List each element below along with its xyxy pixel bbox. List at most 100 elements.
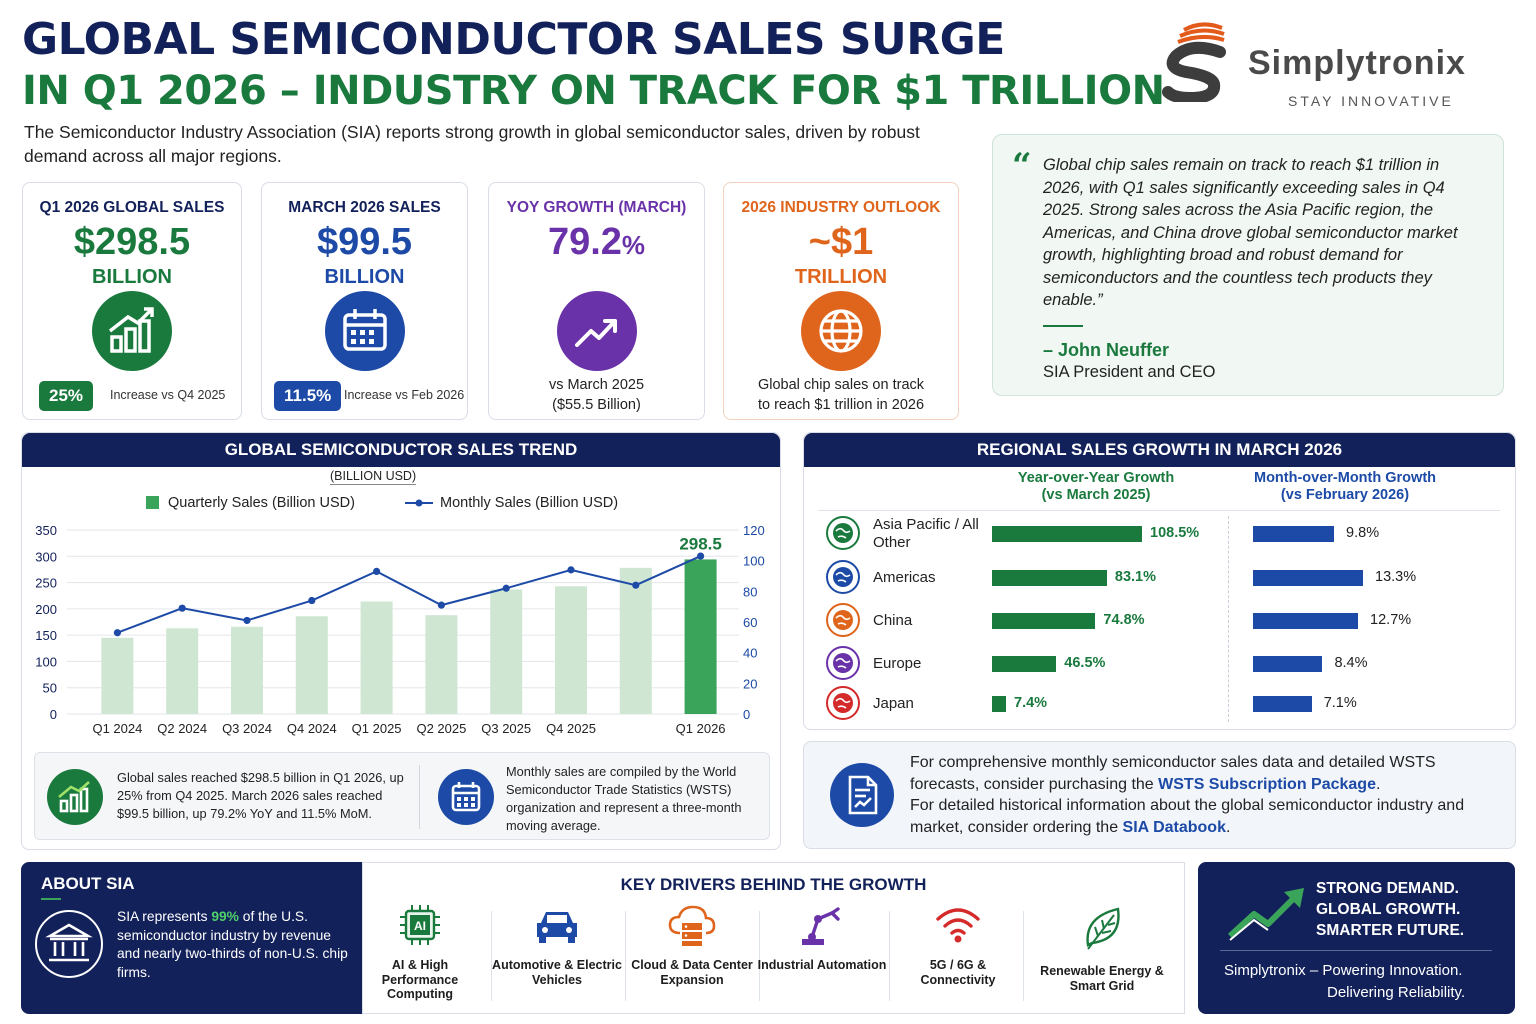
quote-divider — [1043, 325, 1083, 327]
wsts-subscription-link[interactable]: WSTS Subscription Package — [1158, 775, 1376, 793]
kpi-value-suffix: % — [621, 230, 646, 260]
calendar-icon — [324, 291, 405, 371]
kpi-note-line2: to reach $1 trillion in 2026 — [757, 397, 925, 413]
monthly-point — [113, 629, 121, 637]
quarterly-bar — [490, 589, 523, 714]
x-tick-label: Q3 2025 — [481, 721, 531, 736]
leaf-icon — [1086, 907, 1120, 950]
about-text: SIA represents 99% of the U.S. semicondu… — [117, 908, 353, 982]
svg-text:AI: AI — [414, 919, 426, 933]
kpi-value-number: 79.2 — [547, 221, 622, 263]
mom-value: 8.4% — [1334, 655, 1368, 671]
yoy-bar — [992, 696, 1006, 712]
y-tick-left: 0 — [50, 707, 57, 722]
europe-icon — [826, 646, 860, 680]
quarterly-bar — [619, 567, 652, 714]
kpi-title: Q1 2026 GLOBAL SALES — [39, 199, 225, 216]
intro-text: The Semiconductor Industry Association (… — [24, 122, 920, 166]
monthly-point — [178, 604, 186, 612]
quarterly-bar — [101, 637, 134, 714]
yoy-value: 83.1% — [1114, 569, 1156, 585]
monthly-point — [437, 601, 445, 609]
quote-author: – John Neuffer — [1043, 340, 1170, 360]
drivers-title: KEY DRIVERS BEHIND THE GROWTH — [620, 875, 927, 894]
mom-bar — [1253, 696, 1312, 712]
quarterly-bar — [360, 601, 393, 714]
bar-growth-icon — [47, 769, 103, 825]
driver-label: 5G / 6G & Connectivity — [920, 958, 996, 987]
about-text-before: SIA represents — [117, 909, 212, 924]
trend-up-icon — [556, 291, 637, 371]
mom-column-header: Month-over-Month Growth (vs February 202… — [1240, 470, 1450, 504]
y-tick-right: 0 — [743, 707, 750, 722]
regional-column-divider — [1228, 516, 1229, 722]
driver-cloud: Cloud & Data Center Expansion — [627, 903, 757, 987]
mom-value: 7.1% — [1323, 695, 1357, 711]
driver-ai: AI AI & High Performance Computing — [355, 903, 485, 1002]
calendar-icon — [438, 769, 494, 825]
y-tick-left: 300 — [35, 549, 57, 564]
legend-label-quarterly: Quarterly Sales (Billion USD) — [168, 495, 355, 511]
x-tick-label: Q3 2024 — [222, 721, 272, 736]
legend-label-monthly: Monthly Sales (Billion USD) — [440, 495, 619, 511]
regional-growth-panel: REGIONAL SALES GROWTH IN MARCH 2026 — [803, 432, 1516, 730]
mom-bar — [1253, 570, 1363, 586]
kpi-note-line1: Global chip sales on track — [757, 377, 925, 393]
driver-label: Cloud & Data Center Expansion — [631, 958, 753, 987]
about-title: ABOUT SIA — [41, 874, 135, 893]
key-drivers-panel: KEY DRIVERS BEHIND THE GROWTH AI AI & Hi… — [362, 862, 1185, 1014]
yoy-bar — [992, 570, 1107, 586]
monthly-point — [632, 581, 640, 589]
yoy-header-line1: Year-over-Year Growth — [1017, 470, 1175, 486]
closing-panel: STRONG DEMAND. GLOBAL GROWTH. SMARTER FU… — [1198, 862, 1515, 1014]
kpi-badge-note: Increase vs Feb 2026 — [344, 388, 465, 402]
yoy-value: 7.4% — [1014, 695, 1048, 711]
mom-header-line1: Month-over-Month Growth — [1253, 470, 1436, 486]
driver-divider — [1023, 911, 1024, 1001]
legend-swatch-monthly — [405, 499, 433, 507]
globe-icon — [826, 516, 860, 550]
quarterly-bar — [425, 615, 458, 714]
growth-arrow-icon — [1227, 888, 1304, 941]
monthly-point — [502, 584, 510, 592]
driver-industrial: Industrial Automation — [757, 903, 887, 973]
driver-divider — [759, 911, 760, 1001]
kpi-card-q1-sales: Q1 2026 GLOBAL SALES $298.5 BILLION 25% … — [22, 182, 242, 420]
institution-building-icon — [35, 910, 103, 978]
kpi-card-outlook: 2026 INDUSTRY OUTLOOK ~$1 TRILLION Globa… — [723, 182, 959, 420]
monthly-point — [373, 567, 381, 575]
kpi-badge: 11.5% — [274, 381, 342, 411]
simplytronix-logo-icon — [1162, 22, 1226, 102]
panel-header: REGIONAL SALES GROWTH IN MARCH 2026 — [804, 433, 1515, 467]
page-title: GLOBAL SEMICONDUCTOR SALES SURGE — [22, 14, 1005, 65]
kpi-title: 2026 INDUSTRY OUTLOOK — [741, 199, 941, 216]
japan-icon — [826, 686, 860, 720]
driver-divider — [625, 911, 626, 1001]
closing-divider — [1220, 950, 1492, 951]
kpi-badge-note: Increase vs Q4 2025 — [110, 388, 226, 402]
closing-line3: SMARTER FUTURE. — [1316, 922, 1465, 939]
car-icon — [537, 912, 577, 943]
kpi-note-line2: ($55.5 Billion) — [552, 397, 641, 413]
cta-text-2: For detailed historical information abou… — [910, 797, 1465, 836]
y-tick-right: 20 — [743, 676, 757, 691]
driver-label: Automotive & Electric Vehicles — [492, 958, 622, 987]
mom-value: 13.3% — [1375, 569, 1417, 585]
kpi-title: MARCH 2026 SALES — [288, 199, 441, 216]
yoy-bar — [992, 656, 1057, 672]
kpi-note-line1: vs March 2025 — [548, 377, 645, 393]
page-subtitle: IN Q1 2026 – INDUSTRY ON TRACK FOR $1 TR… — [22, 68, 1165, 114]
data-purchase-text: For comprehensive monthly semiconductor … — [910, 752, 1500, 838]
wifi-icon — [936, 908, 980, 943]
y-tick-left: 350 — [35, 523, 57, 538]
driver-renewable: Renewable Energy & Smart Grid — [1037, 903, 1167, 993]
closing-line1: STRONG DEMAND. — [1316, 880, 1459, 897]
quarterly-bar — [166, 628, 199, 714]
mom-bar — [1253, 656, 1323, 672]
report-chart-icon — [830, 763, 894, 827]
cta-paragraph-2: For detailed historical information abou… — [910, 795, 1500, 838]
region-name: Americas — [873, 569, 936, 586]
sia-databook-link[interactable]: SIA Databook — [1122, 818, 1226, 836]
chart-unit-label: (BILLION USD) — [330, 469, 417, 485]
quote-role: SIA President and CEO — [1043, 363, 1216, 381]
